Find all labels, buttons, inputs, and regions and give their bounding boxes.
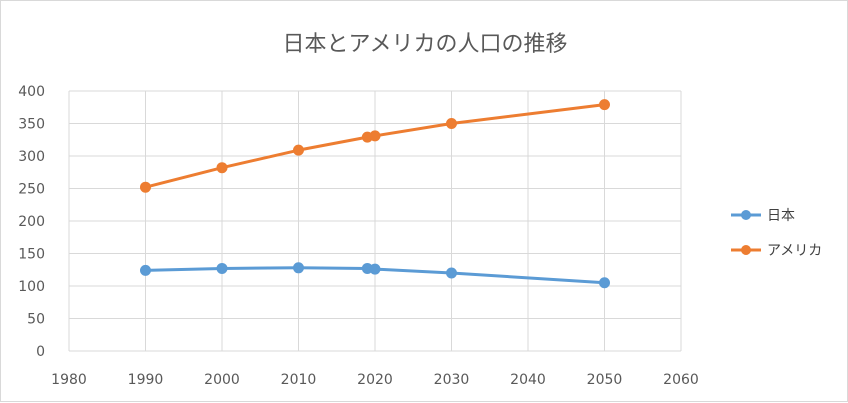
legend-label: アメリカ [767, 243, 822, 259]
y-tick-label: 350 [18, 117, 45, 133]
data-point [599, 99, 610, 111]
data-point [216, 262, 228, 274]
y-tick-label: 0 [36, 344, 45, 360]
x-tick-label: 2010 [281, 372, 317, 388]
y-tick-label: 400 [18, 84, 45, 100]
y-tick-label: 250 [18, 182, 45, 198]
y-tick-label: 200 [18, 214, 45, 230]
x-tick-label: 2050 [587, 372, 623, 388]
data-point [140, 264, 151, 276]
x-tick-label: 1990 [128, 372, 164, 388]
data-point [446, 118, 457, 129]
data-point [293, 144, 304, 156]
x-tick-label: 1980 [51, 372, 87, 388]
data-point [293, 262, 304, 274]
data-point [216, 162, 228, 174]
y-tick-label: 300 [18, 149, 45, 165]
x-tick-label: 2030 [434, 372, 470, 388]
legend-marker [741, 245, 751, 255]
data-point [369, 263, 381, 275]
series-group [140, 99, 610, 289]
x-tick-label: 2060 [663, 372, 699, 388]
data-point [599, 277, 610, 289]
y-tick-label: 100 [18, 279, 45, 295]
legend-marker [741, 210, 751, 220]
y-tick-label: 50 [27, 312, 45, 328]
data-point [140, 181, 151, 193]
legend-label: 日本 [767, 208, 795, 224]
data-point [446, 267, 457, 279]
axes: 0 50 100 150 200 250 300 350 400 1980 1990 2000 2010… [18, 84, 699, 388]
x-tick-label: 2040 [510, 372, 546, 388]
x-tick-label: 2000 [204, 372, 240, 388]
gridlines [68, 90, 682, 352]
chart-title: 日本とアメリカの人口の推移 [283, 32, 568, 57]
y-tick-label: 150 [18, 247, 45, 263]
x-tick-label: 2020 [357, 372, 393, 388]
data-point [369, 130, 381, 142]
